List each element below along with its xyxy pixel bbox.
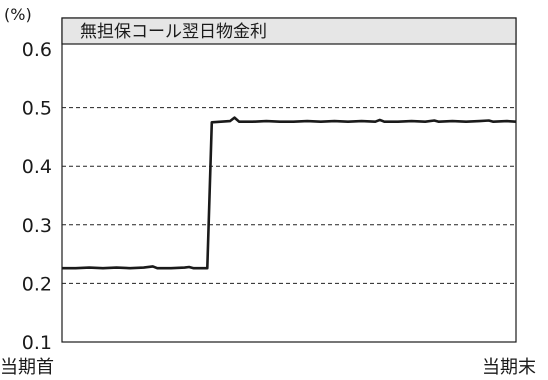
chart-title: 無担保コール翌日物金利	[80, 22, 267, 42]
y-tick-label: 0.4	[22, 156, 52, 178]
y-tick-label: 0.3	[22, 215, 52, 237]
x-label-end: 当期末	[482, 357, 536, 376]
x-label-start: 当期首	[0, 357, 54, 376]
y-tick-label: 0.6	[22, 39, 52, 61]
title-band	[61, 17, 517, 45]
grid-layer	[62, 107, 516, 284]
y-tick-labels: 0.6 0.5 0.4 0.3 0.2 0.1	[22, 39, 52, 354]
plot-frame	[61, 17, 517, 343]
y-tick-label: 0.1	[22, 332, 52, 354]
y-tick-label: 0.5	[22, 98, 52, 120]
y-tick-label: 0.2	[22, 273, 52, 295]
y-unit-label: (%)	[4, 5, 32, 24]
series-line	[62, 116, 517, 270]
series-layer	[62, 116, 517, 270]
